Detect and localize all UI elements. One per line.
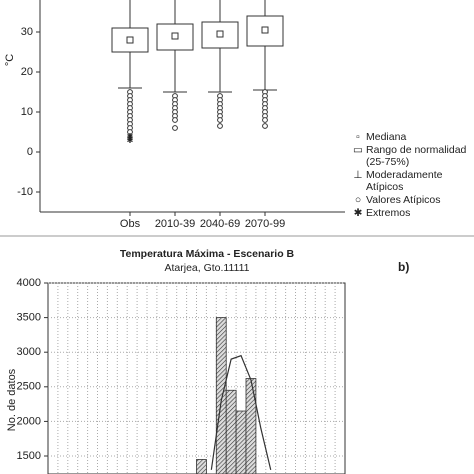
outlier [262,123,268,129]
extreme: ✱ [127,134,134,143]
chart-title: Temperatura Máxima - Escenario B [120,248,295,260]
legend-label: Moderadamente Atípicos [366,169,443,193]
y-tick-label: 4000 [17,277,41,289]
legend-entry: ✱ Extremos [352,207,470,219]
outlier [262,117,268,123]
bar [245,378,257,474]
legend-symbol: ✱ [353,207,363,219]
legend-symbol: ○ [354,194,362,206]
legend-entry: ⊥ Moderadamente Atípicos [352,169,470,193]
median [216,30,224,38]
legend-label: Rango de normalidad (25-75%) [366,144,467,168]
y-axis-label: No. de datos [6,368,18,431]
x-tick-label: 2010-39 [155,218,195,230]
legend-symbol: ▫ [356,131,360,143]
legend-label: Mediana [366,131,407,143]
bar [215,317,227,474]
fit-curve [210,354,272,470]
legend-entry: ○ Valores Atípicos [352,194,470,206]
outlier [172,117,178,123]
y-tick-label: 1500 [17,450,41,462]
bar [225,389,237,474]
y-tick-label: 2500 [17,381,41,393]
x-tick-label: Obs [120,218,141,230]
y-tick-label: 30 [21,26,33,38]
box [246,15,284,47]
outlier [127,129,133,135]
outlier [172,125,178,131]
extreme: ✱ [127,132,134,141]
y-tick-label: 3500 [17,312,41,324]
outlier [217,117,223,123]
legend: ▫ Mediana ▭ Rango de normalidad (25-75%) ⊥ Mo… [352,131,470,220]
y-tick-label: 10 [21,106,33,118]
outlier [217,123,223,129]
chart-subtitle: Atarjea, Gto.11111 [164,262,249,274]
bar [235,410,247,474]
legend-entry: ▭ Rango de normalidad (25-75%) [352,144,470,168]
median [261,26,269,34]
y-tick-label: 0 [27,146,33,158]
legend-symbol: ▭ [353,144,363,156]
median [171,32,179,40]
legend-entry: ▫ Mediana [352,131,470,143]
x-tick-label: 2040-69 [200,218,240,230]
bar [196,459,207,474]
y-tick-label: 20 [21,66,33,78]
extreme: ✱ [127,136,134,145]
legend-symbol: ⊥ [353,169,363,181]
panel-label: b) [398,260,409,274]
legend-label: Valores Atípicos [366,194,441,206]
x-tick-label: 2070-99 [245,218,285,230]
y-tick-label: 2000 [17,415,41,427]
median [126,36,134,44]
y-axis-label: °C [4,54,16,66]
y-tick-label: 3000 [17,346,41,358]
y-tick-label: -10 [17,186,33,198]
legend-label: Extremos [366,207,411,219]
